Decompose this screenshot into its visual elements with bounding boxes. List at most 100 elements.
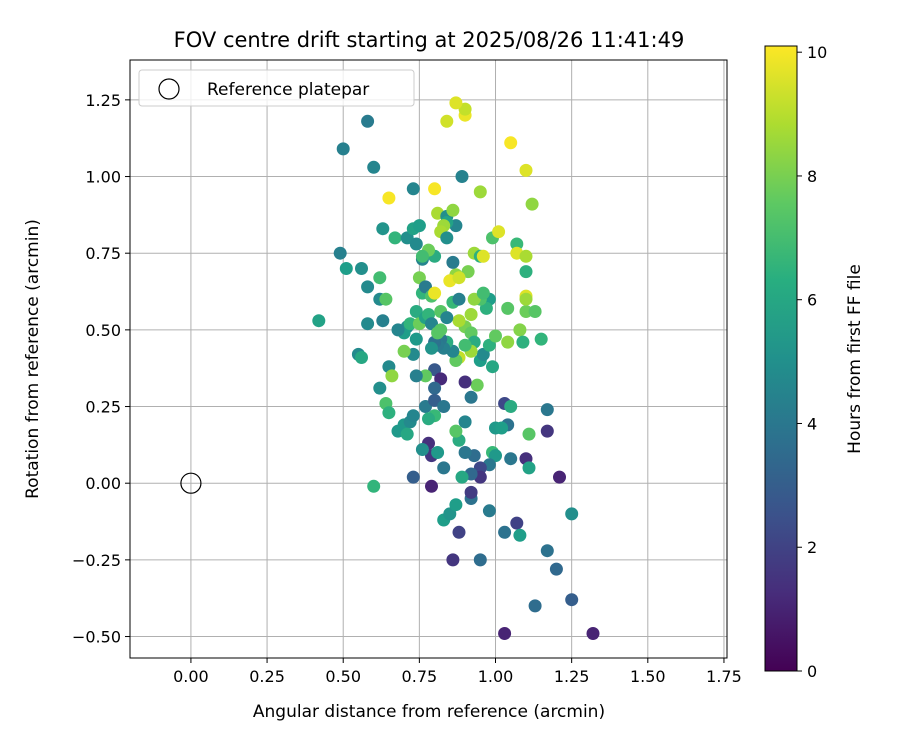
data-point [425,479,438,493]
data-point [458,102,472,116]
colorbar-gradient [764,45,798,672]
colorbar-tick-label: 0 [807,662,817,681]
data-point [492,225,506,239]
data-point [388,231,402,245]
data-point [476,347,490,361]
legend-marker-open-circle [158,78,180,100]
data-point [434,372,448,386]
data-point [425,341,438,355]
data-point [361,280,375,294]
data-point [355,262,368,275]
data-point [458,375,472,389]
data-point [428,286,442,300]
data-point [434,323,448,337]
data-point [486,360,499,374]
data-point [415,249,429,263]
y-tick-label: 0.25 [85,398,121,417]
data-point [403,317,417,331]
data-point [464,485,478,499]
x-tick-label: 0.50 [325,667,361,686]
data-points [312,96,600,640]
data-point [489,329,502,343]
x-tick-label: 1.25 [554,667,590,686]
data-point [455,470,469,484]
data-point [412,219,426,233]
data-point [409,305,423,318]
colorbar-tick-label: 8 [807,167,817,186]
data-point [367,479,381,493]
data-point [482,338,496,352]
y-tick-label: 0.50 [85,321,121,340]
data-point [446,255,460,269]
data-point [428,381,442,395]
legend: Reference platepar [138,69,415,107]
data-point [382,406,396,420]
data-point [419,280,432,294]
data-point [449,96,463,110]
data-point [361,317,375,331]
data-point [312,314,326,328]
data-point [406,470,420,484]
data-point [440,311,454,325]
data-point [452,314,466,328]
data-point [519,249,533,263]
data-point [376,314,390,328]
colorbar-tick-label: 4 [807,414,817,433]
data-point [504,136,518,150]
data-point [516,335,530,349]
y-axis-ticks: −0.50 −0.25 0.00 0.25 0.50 0.75 1.00 1.25 [72,91,130,647]
data-point [361,114,375,128]
x-axis-ticks: 0.00 0.25 0.50 0.75 1.00 1.25 1.50 1.75 [173,658,742,686]
data-point [428,182,442,196]
data-point [400,231,414,245]
data-point [461,265,475,279]
data-point [379,292,393,306]
data-point [528,305,542,318]
legend-box [138,69,415,107]
data-point [473,185,487,199]
data-point [476,286,490,300]
data-point [355,351,368,364]
axes-frame [129,59,728,659]
data-point [565,507,579,521]
data-point [428,363,442,377]
data-point [446,203,460,217]
data-point [464,308,478,321]
data-point [406,409,420,423]
data-point [391,323,405,337]
data-point [440,231,454,245]
data-point [519,265,533,279]
x-tick-label: 1.75 [706,667,742,686]
data-point [504,400,518,413]
data-point [336,142,350,156]
data-point [501,335,515,349]
y-tick-label: −0.50 [72,628,121,647]
data-point [452,525,466,539]
data-point [458,338,472,352]
data-point [412,271,426,285]
data-point [519,305,533,318]
colorbar-ticks: 0 2 4 6 8 10 [797,43,827,681]
colorbar: 0 2 4 6 8 10 Hours from first FF file [764,43,865,681]
data-point [409,332,423,346]
data-point [489,449,502,463]
colorbar-tick-label: 10 [807,43,827,62]
data-point [406,182,420,196]
data-point [419,400,432,413]
data-point [522,427,536,441]
data-point [553,470,566,484]
data-point [415,443,429,456]
data-point [549,562,563,576]
data-point [440,114,454,128]
data-point [479,301,493,315]
data-point [400,427,414,441]
y-tick-label: 0.00 [85,474,121,493]
chart-title: FOV centre drift starting at 2025/08/26 … [174,28,685,52]
reference-point [180,472,202,494]
data-point [513,528,527,542]
data-point [409,369,423,383]
plot-area: 0.00 0.25 0.50 0.75 1.00 1.25 1.50 1.75 −0.50−0… [72,59,742,686]
data-point [565,593,579,607]
data-point [458,446,472,459]
